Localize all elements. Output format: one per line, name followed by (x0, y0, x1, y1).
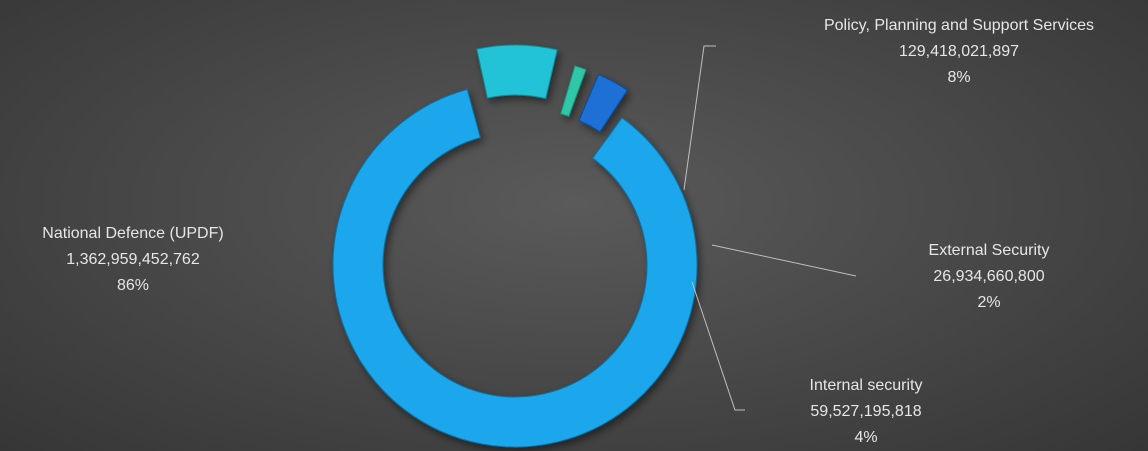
label-national-defence-name: National Defence (UPDF) (42, 225, 223, 242)
data-labels: National Defence (UPDF) 1,362,959,452,76… (42, 17, 1094, 446)
label-external-percent: 2% (977, 294, 1000, 311)
label-internal-percent: 4% (854, 429, 877, 446)
label-national-defence-percent: 86% (117, 277, 149, 294)
label-national-defence-value: 1,362,959,452,762 (66, 251, 200, 268)
label-external-value: 26,934,660,800 (933, 268, 1044, 285)
leader-line-internal (691, 281, 745, 411)
slice-internal-security[interactable] (578, 73, 629, 133)
label-external-name: External Security (929, 242, 1050, 259)
label-policy-percent: 8% (947, 69, 970, 86)
slices-group (332, 44, 698, 448)
leader-line-external (711, 244, 857, 277)
label-policy-value: 129,418,021,897 (899, 43, 1019, 60)
label-internal-value: 59,527,195,818 (810, 403, 921, 420)
label-policy-name: Policy, Planning and Support Services (824, 17, 1094, 34)
slice-policy-planning-support[interactable] (476, 44, 558, 100)
leader-lines (683, 45, 857, 411)
label-internal-name: Internal security (810, 377, 923, 394)
leader-line-policy (683, 45, 716, 191)
slice-national-defence[interactable] (332, 88, 698, 448)
slice-external-security[interactable] (560, 65, 587, 118)
